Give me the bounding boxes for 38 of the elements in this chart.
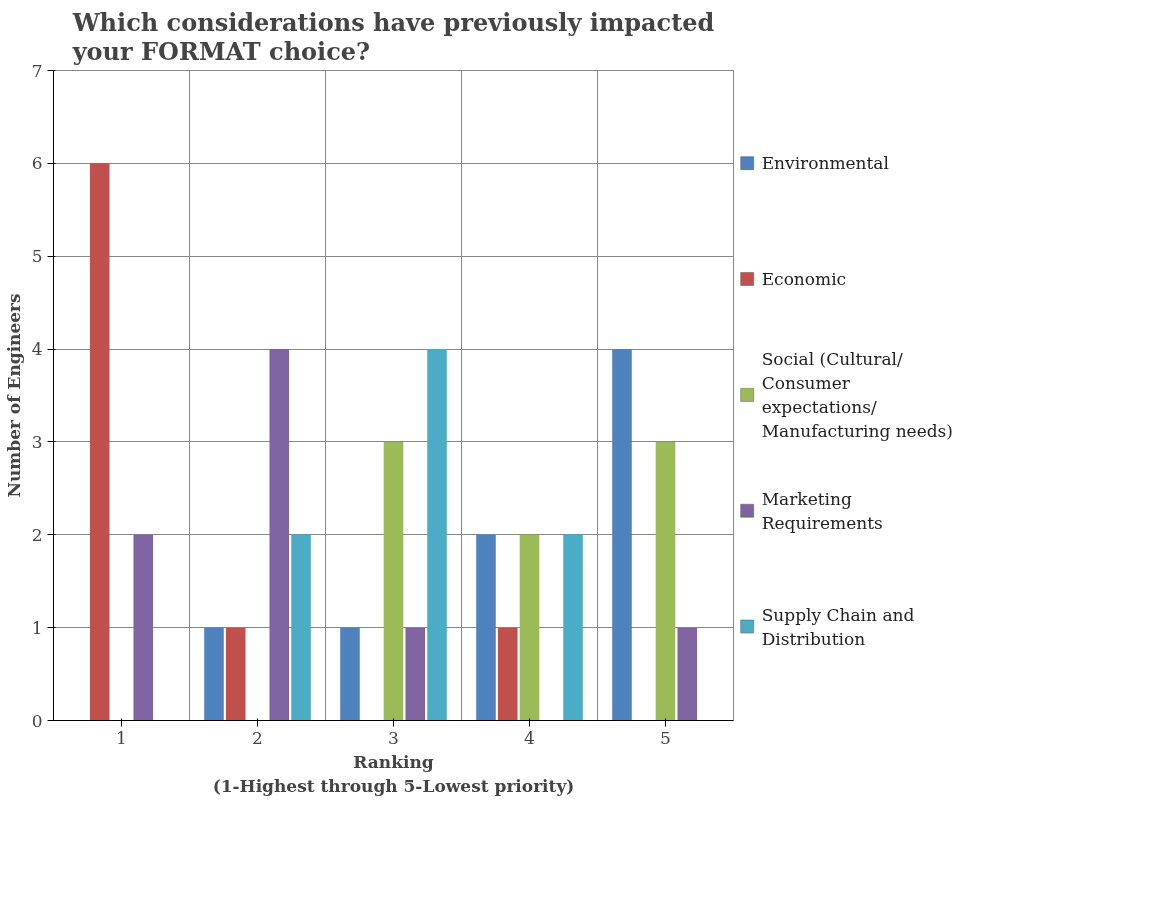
y-tick-label: 4: [31, 339, 43, 360]
bar: [476, 534, 496, 721]
x-tick-label: 3: [388, 727, 399, 748]
y-tick-label: 3: [31, 431, 43, 452]
legend-label: Supply Chain and Distribution: [761, 604, 915, 649]
bar: [89, 163, 110, 721]
bar: [563, 534, 583, 721]
y-tick-label: 6: [31, 153, 43, 174]
x-tick-label: 1: [116, 727, 127, 748]
bar: [497, 627, 518, 721]
bar: [519, 534, 540, 721]
bar: [291, 534, 311, 721]
y-tick-label: 2: [31, 524, 43, 545]
legend-label: Environmental: [761, 153, 889, 174]
bar: [340, 627, 360, 721]
bar: [405, 627, 426, 721]
y-tick-label: 0: [31, 710, 43, 731]
bar: [655, 441, 676, 721]
bar: [133, 534, 154, 721]
x-tick-label: 5: [660, 727, 671, 748]
bar: [427, 349, 447, 721]
legend-label: Social (Cultural/ Consumer expectations/ Manufacturing needs): [761, 348, 953, 441]
bar: [612, 349, 632, 721]
y-axis-title: Number of Engineers: [3, 293, 24, 498]
bar: [204, 627, 224, 721]
y-tick-label: 7: [31, 60, 43, 81]
chart-title: Which considerations have previously impacted your FORMAT choice?: [71, 7, 715, 66]
bar: [269, 349, 290, 721]
x-tick-label: 2: [252, 727, 263, 748]
y-tick-label: 5: [31, 246, 43, 267]
x-axis-title: Ranking (1-Highest through 5-Lowest priority): [212, 751, 575, 796]
bar: [225, 627, 246, 721]
x-tick-label: 4: [524, 727, 535, 748]
legend-label: Marketing Requirements: [761, 488, 883, 533]
bar: [677, 627, 698, 721]
y-tick-label: 1: [31, 617, 43, 638]
bar: [383, 441, 404, 721]
legend-label: Economic: [761, 269, 847, 290]
